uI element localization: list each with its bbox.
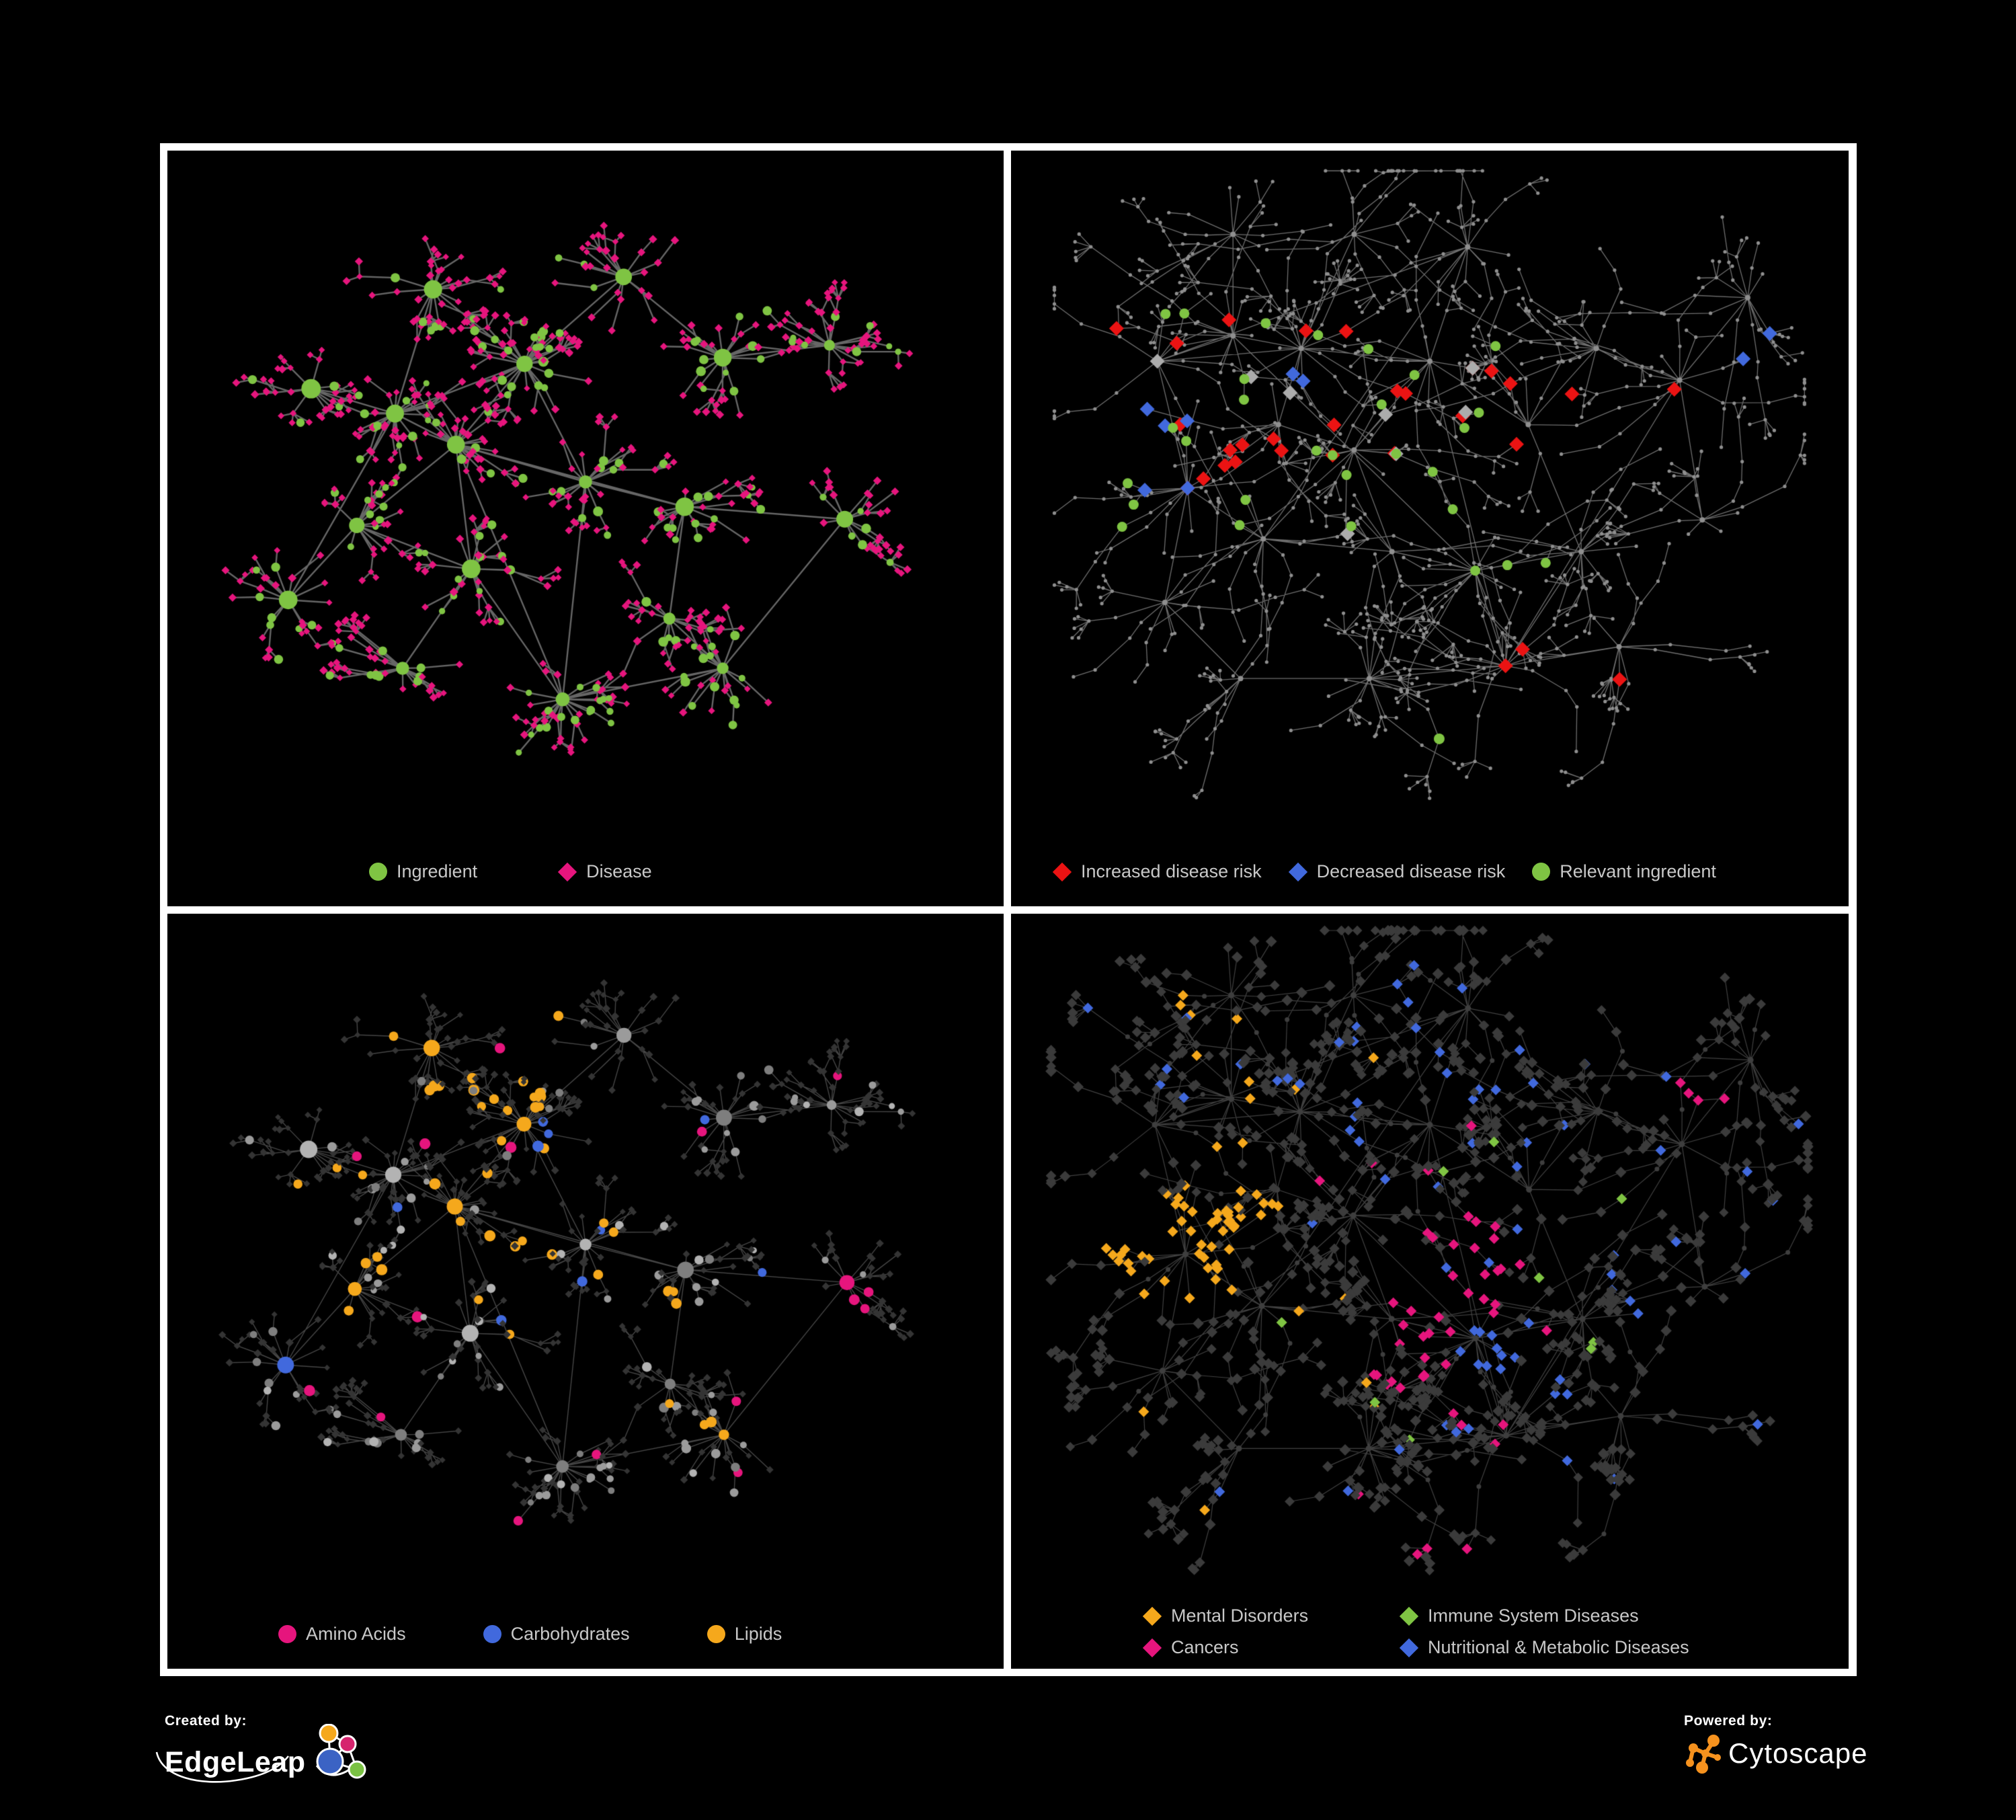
disease-risk-network-canvas — [1011, 151, 1849, 906]
legend-disease-classes: Mental Disorders Immune System Diseases Ca… — [1142, 1606, 1689, 1658]
legend-item-decreased-disease-risk: Decreased disease risk — [1288, 861, 1506, 882]
created-by-branding: Created by: EdgeLeap — [155, 1713, 377, 1791]
legend-label: Decreased disease risk — [1316, 861, 1506, 881]
circle-marker — [1532, 863, 1551, 881]
circle-marker — [369, 863, 387, 881]
legend-label: Amino Acids — [306, 1624, 406, 1644]
legend-item-mental-disorders: Mental Disorders — [1142, 1606, 1400, 1626]
disease-classes-network-canvas — [1011, 914, 1849, 1669]
legend-item-nutritional-metabolic-diseases: Nutritional & Metabolic Diseases — [1399, 1637, 1689, 1658]
legend-label: Increased disease risk — [1081, 861, 1262, 881]
edgeleap-logo-text: EdgeLeap — [165, 1745, 306, 1778]
legend-label: Carbohydrates — [510, 1624, 630, 1644]
diamond-marker — [1052, 862, 1072, 881]
figure-board: Ingredient Disease Increased disease risk… — [160, 143, 1857, 1676]
legend-item-lipids: Lipids — [707, 1624, 782, 1645]
legend-item-carbohydrates: Carbohydrates — [483, 1624, 630, 1645]
diamond-marker — [1142, 1638, 1162, 1657]
diamond-marker — [1399, 1638, 1419, 1657]
ingredient-classes-network-canvas — [167, 914, 1004, 1669]
cytoscape-logo-icon — [1686, 1735, 1721, 1774]
panel-ingredient-classes: Amino Acids Carbohydrates Lipids — [167, 914, 1004, 1669]
cytoscape-logo-text: Cytoscape — [1728, 1737, 1868, 1769]
legend-item-increased-disease-risk: Increased disease risk — [1052, 861, 1262, 882]
legend-item-cancers: Cancers — [1142, 1637, 1400, 1658]
diamond-marker — [557, 862, 577, 881]
legend-label: Cancers — [1171, 1637, 1239, 1657]
edgeleap-node-pink — [338, 1735, 356, 1753]
edgeleap-logo-icon — [315, 1724, 366, 1779]
legend-item-amino-acids: Amino Acids — [278, 1624, 406, 1645]
legend-label: Immune System Diseases — [1428, 1606, 1639, 1626]
legend-label: Disease — [586, 861, 652, 881]
powered-by-label: Powered by: — [1684, 1713, 1773, 1729]
edgeleap-node-green — [348, 1760, 366, 1779]
edgeleap-node-orange — [319, 1724, 338, 1743]
circle-marker — [483, 1625, 501, 1643]
legend-label: Nutritional & Metabolic Diseases — [1428, 1637, 1689, 1657]
legend-label: Ingredient — [397, 861, 478, 881]
powered-by-branding: Powered by: Cytoscape — [1684, 1713, 1867, 1774]
panel-disease-classes: Mental Disorders Immune System Diseases Ca… — [1011, 914, 1849, 1669]
legend-item-immune-system-diseases: Immune System Diseases — [1399, 1606, 1689, 1626]
legend-item-relevant-ingredient: Relevant ingredient — [1532, 861, 1716, 882]
panel-grid: Ingredient Disease Increased disease risk… — [160, 143, 1857, 1676]
legend-label: Relevant ingredient — [1560, 861, 1716, 881]
legend-item-ingredient: Ingredient — [369, 861, 477, 882]
legend-disease-risk: Increased disease risk Decreased disease … — [1052, 861, 1716, 882]
legend-label: Mental Disorders — [1171, 1606, 1309, 1626]
diamond-marker — [1399, 1606, 1419, 1626]
diamond-marker — [1142, 1606, 1162, 1626]
diamond-marker — [1288, 862, 1307, 881]
legend-ingredient-disease: Ingredient Disease — [369, 861, 652, 882]
panel-disease-risk: Increased disease risk Decreased disease … — [1011, 151, 1849, 906]
legend-item-disease: Disease — [557, 861, 652, 882]
circle-marker — [278, 1625, 296, 1643]
legend-label: Lipids — [734, 1624, 782, 1644]
created-by-label: Created by: — [165, 1713, 247, 1729]
edgeleap-node-blue — [316, 1747, 344, 1776]
panel-ingredient-disease: Ingredient Disease — [167, 151, 1004, 906]
ingredient-disease-network-canvas — [167, 151, 1004, 906]
legend-ingredient-classes: Amino Acids Carbohydrates Lipids — [278, 1624, 782, 1645]
circle-marker — [707, 1625, 725, 1643]
